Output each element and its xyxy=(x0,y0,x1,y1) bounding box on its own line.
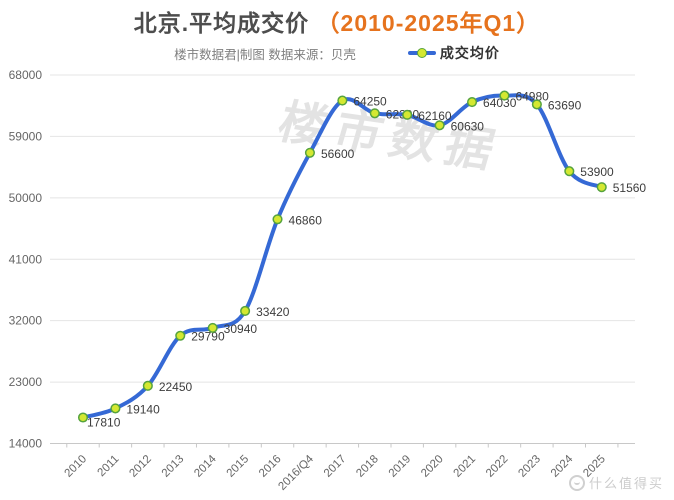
data-label: 60630 xyxy=(451,119,485,133)
data-label: 62160 xyxy=(418,109,452,123)
x-axis-label: 2015 xyxy=(225,453,252,480)
marker-dot-icon xyxy=(416,48,427,58)
data-label: 22450 xyxy=(159,380,193,394)
x-axis-label: 2017 xyxy=(322,453,349,480)
legend-item[interactable]: 成交均价 xyxy=(407,43,500,63)
data-label: 64250 xyxy=(353,95,387,109)
data-label: 33420 xyxy=(256,305,290,319)
data-label: 64980 xyxy=(515,90,549,104)
data-label: 30940 xyxy=(224,322,258,336)
data-point[interactable] xyxy=(304,147,315,158)
x-axis-label: 2019 xyxy=(387,453,414,480)
data-label: 51560 xyxy=(613,181,647,195)
data-label: 19140 xyxy=(126,402,160,416)
data-label: 63690 xyxy=(548,98,582,112)
data-point[interactable] xyxy=(434,120,445,131)
data-point[interactable] xyxy=(402,109,413,120)
data-point[interactable] xyxy=(77,412,89,423)
y-axis-label: 68000 xyxy=(9,68,43,82)
y-axis-label: 50000 xyxy=(9,191,43,205)
legend-label: 成交均价 xyxy=(439,45,500,61)
chart-header: 北京.平均成交价 （2010-2025年Q1） 楼市数据君|制图 数据来源：贝壳… xyxy=(0,8,674,63)
y-axis-label: 32000 xyxy=(9,314,43,328)
data-label: 29790 xyxy=(191,330,225,344)
data-point[interactable] xyxy=(499,90,510,101)
x-axis-label: 2010 xyxy=(63,453,90,480)
data-label: 53900 xyxy=(580,165,614,179)
data-point[interactable] xyxy=(337,95,348,106)
x-axis-label: 2023 xyxy=(516,453,543,480)
data-point[interactable] xyxy=(596,182,607,193)
page-title: 北京.平均成交价 （2010-2025年Q1） xyxy=(0,8,674,38)
y-axis-label: 41000 xyxy=(9,252,43,266)
x-axis-label: 2018 xyxy=(354,453,381,480)
data-point[interactable] xyxy=(564,166,575,177)
x-axis-label: 2021 xyxy=(452,453,479,480)
x-axis-label: 2020 xyxy=(419,453,446,480)
x-axis-label: 2016 xyxy=(257,453,284,480)
data-point[interactable] xyxy=(175,330,186,341)
y-axis-label: 23000 xyxy=(9,375,43,389)
x-axis-label: 2022 xyxy=(484,453,511,480)
data-label: 56600 xyxy=(321,147,355,161)
data-point[interactable] xyxy=(531,99,542,110)
title-range: （2010-2025年Q1） xyxy=(316,10,541,36)
x-axis-label: 2024 xyxy=(549,453,576,480)
chart-subtitle: 楼市数据君|制图 数据来源：贝壳 xyxy=(174,47,356,62)
x-axis-label: 2011 xyxy=(96,453,122,479)
data-point[interactable] xyxy=(142,380,153,391)
series-line xyxy=(81,93,604,420)
title-main: 北京.平均成交价 xyxy=(133,10,310,36)
data-point[interactable] xyxy=(240,305,251,317)
data-point[interactable] xyxy=(466,97,478,108)
line-series-icon xyxy=(407,48,436,58)
data-point[interactable] xyxy=(272,214,283,225)
x-axis-label: 2016/Q4 xyxy=(276,453,316,493)
data-point[interactable] xyxy=(207,322,218,333)
data-label: 64030 xyxy=(483,96,517,110)
y-axis-label: 14000 xyxy=(9,437,43,451)
data-point[interactable] xyxy=(369,108,380,119)
data-point[interactable] xyxy=(110,403,121,414)
x-axis-label: 2014 xyxy=(192,453,219,480)
x-axis-label: 2025 xyxy=(581,453,608,480)
data-label: 17810 xyxy=(87,416,121,430)
y-axis-label: 59000 xyxy=(9,129,43,143)
data-label: 46860 xyxy=(289,213,323,227)
x-axis-label: 2012 xyxy=(127,453,154,480)
x-axis-label: 2013 xyxy=(160,453,187,480)
